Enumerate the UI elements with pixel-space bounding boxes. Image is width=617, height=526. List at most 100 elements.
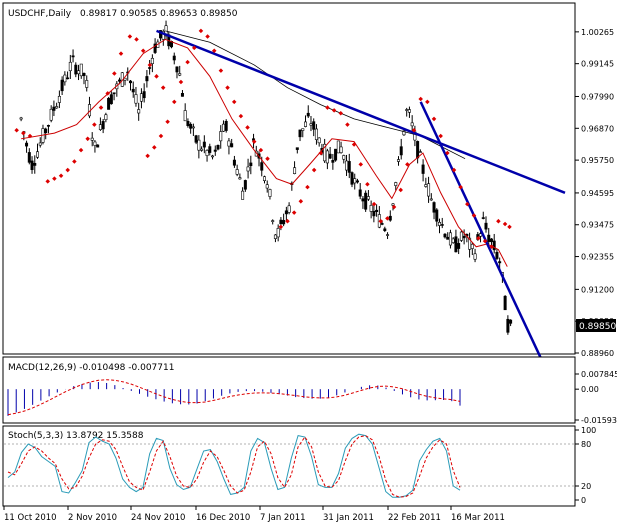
trendline-steep <box>419 101 542 359</box>
sar-dot-58 <box>398 187 403 193</box>
candle-body-0 <box>19 117 23 120</box>
candle-body-70 <box>211 155 215 158</box>
candle-body-18 <box>68 61 72 72</box>
candle-body-140 <box>402 130 406 136</box>
candle-body-42 <box>134 94 138 104</box>
candle-body-17 <box>66 77 70 80</box>
candle-body-20 <box>74 64 78 75</box>
candle-body-82 <box>243 180 247 190</box>
candle-body-107 <box>312 121 316 130</box>
macd-label: MACD(12,26,9) -0.010498 -0.007711 <box>8 363 174 373</box>
sar-dot-16 <box>134 37 139 42</box>
sar-dot-10 <box>92 122 97 127</box>
candle-body-45 <box>142 91 146 99</box>
macd-panel: MACD(12,26,9) -0.010498 -0.007711 0.0078… <box>2 356 617 425</box>
time-tick-label-1: 2 Nov 2010 <box>68 513 117 523</box>
candle-body-121 <box>350 172 354 185</box>
sar-dot-33 <box>225 85 230 90</box>
candle-body-30 <box>101 121 105 130</box>
sar-dot-52 <box>358 162 364 167</box>
price-tick-label-4: 0.95750 <box>581 156 614 165</box>
stoch-k-line <box>7 433 461 498</box>
candle-body-59 <box>180 93 184 97</box>
candle-body-97 <box>284 210 288 215</box>
candle-body-106 <box>309 123 313 126</box>
sar-dot-1 <box>21 130 26 136</box>
candle-body-173 <box>492 240 496 251</box>
candle-body-174 <box>495 251 499 259</box>
candle-body-148 <box>424 184 428 187</box>
price-tick-label-1: 0.99145 <box>581 60 614 69</box>
candle-body-129 <box>372 211 376 217</box>
candle-body-160 <box>457 243 461 249</box>
ohlc-readout: 0.89817 0.90585 0.89653 0.89850 <box>80 9 238 19</box>
candle-body-175 <box>498 261 502 264</box>
time-tick-label-0: 11 Oct 2010 <box>4 513 57 523</box>
sar-dot-41 <box>285 218 290 224</box>
candle-body-90 <box>265 184 269 189</box>
candle-body-13 <box>55 106 59 109</box>
price-tick-label-10: 0.88960 <box>581 349 614 358</box>
candle-body-172 <box>489 238 493 243</box>
candle-body-136 <box>391 203 395 206</box>
candle-body-117 <box>339 146 343 154</box>
main-plot-area <box>14 20 566 359</box>
candle-body-68 <box>205 150 209 156</box>
candle-body-94 <box>276 228 280 238</box>
time-axis: 11 Oct 2010 2 Nov 2010 24 Nov 2010 16 Dec 2… <box>3 506 505 523</box>
candle-body-10 <box>46 125 50 127</box>
price-tick-label-0: 1.00265 <box>581 28 614 37</box>
candle-body-23 <box>82 72 86 77</box>
sar-dot-8 <box>78 147 84 153</box>
candle-body-76 <box>227 140 231 147</box>
candle-body-109 <box>317 137 321 144</box>
candle-body-100 <box>293 167 297 174</box>
candle-body-96 <box>282 220 286 225</box>
sar-dot-13 <box>112 71 117 76</box>
candle-body-112 <box>325 150 329 164</box>
candle-body-11 <box>49 108 53 121</box>
candle-body-93 <box>273 234 277 239</box>
price-tick-label-6: 0.93475 <box>581 221 614 230</box>
sar-dot-55 <box>378 218 384 224</box>
candle-body-130 <box>375 209 379 212</box>
stoch-tick-label-2: 20 <box>581 482 591 491</box>
last-price-box <box>576 319 616 332</box>
moving-average-fast <box>21 38 508 267</box>
candle-body-152 <box>435 209 439 222</box>
candle-body-27 <box>93 141 97 146</box>
sar-dot-3 <box>45 179 51 184</box>
candle-body-80 <box>238 177 242 180</box>
candle-body-127 <box>366 196 370 200</box>
stoch-d-line <box>7 435 461 498</box>
sar-dot-11 <box>98 105 104 110</box>
candle-body-48 <box>150 57 154 64</box>
candle-body-47 <box>148 67 152 69</box>
sar-dot-17 <box>140 48 146 54</box>
candle-body-26 <box>90 137 94 141</box>
candle-body-9 <box>44 128 48 133</box>
candle-body-57 <box>175 66 179 73</box>
candle-body-29 <box>98 124 102 130</box>
candle-body-157 <box>448 232 452 246</box>
sar-dot-7 <box>72 159 77 164</box>
stoch-panel: Stoch(5,3,3) 13.8792 15.3588 100 80 20 0 <box>2 425 596 507</box>
candle-body-92 <box>271 220 275 222</box>
candle-body-143 <box>410 122 414 127</box>
candle-body-98 <box>287 205 291 213</box>
candle-body-83 <box>246 166 250 172</box>
sar-dot-71 <box>482 238 488 244</box>
sar-dot-6 <box>65 167 70 173</box>
candle-body-145 <box>416 141 420 159</box>
candle-body-126 <box>364 192 368 210</box>
candle-body-6 <box>36 151 40 158</box>
candle-body-16 <box>63 74 67 83</box>
sar-dot-14 <box>118 51 124 56</box>
candle-body-169 <box>481 217 485 219</box>
candle-body-34 <box>112 92 116 95</box>
candle-body-151 <box>432 202 436 213</box>
candle-body-36 <box>118 79 122 82</box>
candle-body-111 <box>323 143 327 162</box>
candle-body-24 <box>85 80 89 88</box>
